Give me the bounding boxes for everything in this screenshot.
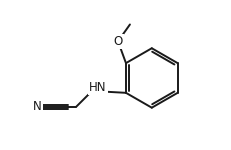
Text: O: O (113, 35, 123, 48)
Text: N: N (33, 100, 42, 113)
Text: HN: HN (89, 81, 107, 94)
